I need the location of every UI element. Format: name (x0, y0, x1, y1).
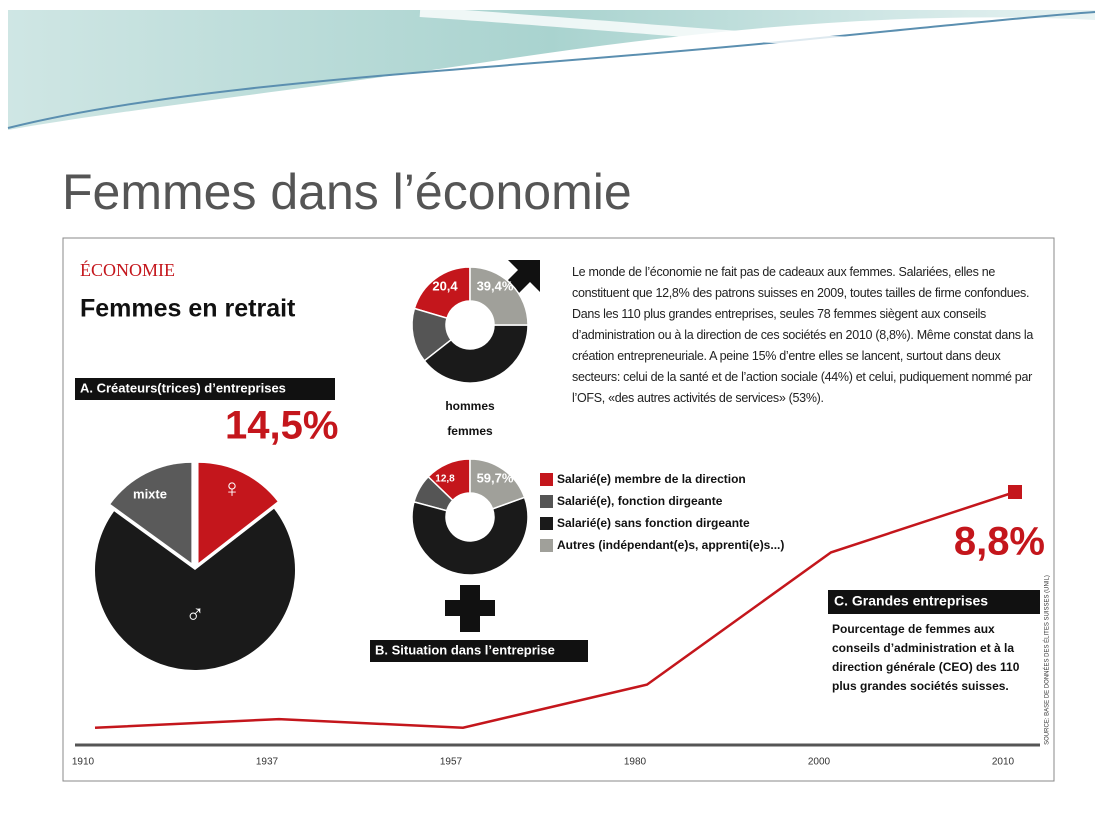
x-tick-label: 1937 (256, 757, 279, 768)
value-label: 20,4 (432, 278, 458, 293)
legend-swatch (540, 495, 553, 508)
slice-label: mixte (133, 486, 167, 501)
chart-title: A. Créateurs(trices) d’entreprises (80, 380, 286, 395)
value-label: 14,5% (225, 404, 338, 448)
header-highlight (419, 7, 1096, 48)
chart-title: B. Situation dans l’entreprise (375, 642, 555, 657)
intro-paragraph: Le monde de l’économie ne fait pas de ca… (572, 265, 1033, 405)
title-box (828, 590, 1040, 614)
legend-swatch (540, 517, 553, 530)
x-tick-label: 2000 (808, 757, 831, 768)
slide-title: Femmes dans l’économie (62, 164, 632, 220)
x-tick-label: 1980 (624, 757, 647, 768)
donut-slice (469, 266, 529, 326)
donut-slice (469, 458, 526, 510)
header-wave (8, 10, 1095, 130)
value-label: 39,4% (477, 278, 514, 293)
x-tick-label: 2010 (992, 757, 1015, 768)
male-symbol-arrow (506, 260, 540, 294)
end-marker (1008, 485, 1022, 499)
pie-slice (94, 508, 295, 670)
source: SOURCE: BASE DE DONNÉES DES ÉLITES SUISS… (1044, 575, 1051, 745)
headline: Femmes en retrait (80, 295, 296, 323)
donut-slice (423, 324, 529, 384)
slice-label: ♀ (222, 473, 242, 503)
legend-label: Autres (indépendant(e)s, apprenti(e)s...… (557, 538, 784, 552)
x-tick-label: 1910 (72, 757, 95, 768)
legend-swatch (540, 473, 553, 486)
legend-label: Salarié(e), fonction dirgeante (557, 494, 723, 508)
pie-slice (110, 462, 192, 563)
header-line (7, 11, 1096, 129)
value-label: 8,8% (954, 520, 1045, 564)
charts: ♀ 14,5% ♂ mixte hommes 20,4 39,4% femmes 12,8 59,… (72, 266, 1045, 768)
value-label: 59,7% (477, 470, 514, 485)
value-label: 12,8 (435, 474, 455, 485)
chart-title: C. Grandes entreprises (834, 593, 988, 609)
legend-label: Salarié(e) sans fonction dirgeante (557, 516, 750, 530)
x-tick-label: 1957 (440, 757, 463, 768)
title-box (370, 640, 588, 662)
series-name: hommes (445, 399, 495, 413)
slice-label: ♂ (185, 598, 205, 628)
title-box (75, 378, 335, 400)
legend-swatch (540, 539, 553, 552)
chart-subtitle: Pourcentage de femmes aux conseils d’adm… (832, 622, 1020, 693)
donut-slice (411, 496, 529, 576)
kicker: ÉCONOMIE (80, 259, 175, 280)
pie-slice (198, 462, 278, 563)
female-symbol-cross (445, 585, 495, 632)
legend-label: Salarié(e) membre de la direction (557, 472, 746, 486)
series-name: femmes (447, 424, 493, 438)
line (94, 490, 1016, 730)
